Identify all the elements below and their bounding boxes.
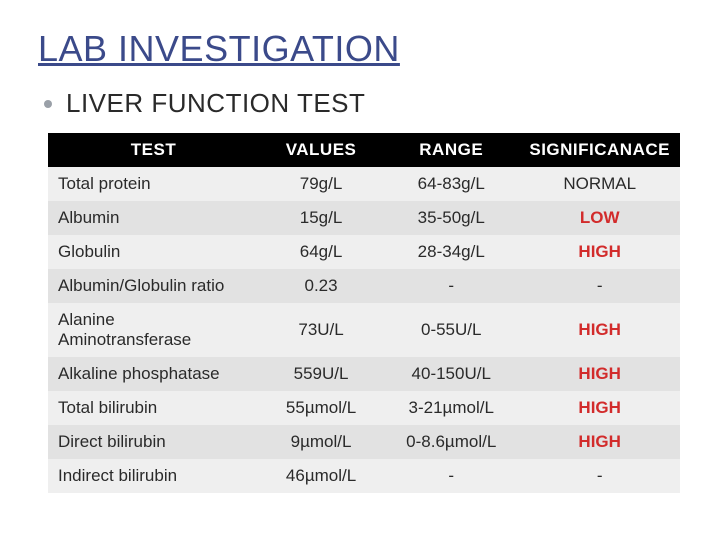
cell-range: 40-150U/L — [383, 357, 519, 391]
cell-value: 9µmol/L — [259, 425, 383, 459]
cell-value: 15g/L — [259, 201, 383, 235]
col-header-values: VALUES — [259, 133, 383, 167]
cell-significance: LOW — [519, 201, 680, 235]
cell-significance: - — [519, 459, 680, 493]
cell-significance: NORMAL — [519, 167, 680, 201]
bullet-icon — [44, 100, 52, 108]
cell-test: Globulin — [48, 235, 259, 269]
subtitle-row: LIVER FUNCTION TEST — [38, 88, 690, 119]
cell-range: 0-8.6µmol/L — [383, 425, 519, 459]
table-row: Globulin64g/L28-34g/LHIGH — [48, 235, 680, 269]
lab-table: TEST VALUES RANGE SIGNIFICANACE Total pr… — [48, 133, 680, 493]
table-row: Direct bilirubin9µmol/L0-8.6µmol/LHIGH — [48, 425, 680, 459]
cell-test: Total bilirubin — [48, 391, 259, 425]
col-header-sig: SIGNIFICANACE — [519, 133, 680, 167]
table-header-row: TEST VALUES RANGE SIGNIFICANACE — [48, 133, 680, 167]
table-row: Total bilirubin55µmol/L3-21µmol/LHIGH — [48, 391, 680, 425]
cell-test: Alanine Aminotransferase — [48, 303, 259, 357]
cell-range: 64-83g/L — [383, 167, 519, 201]
cell-value: 73U/L — [259, 303, 383, 357]
cell-test: Albumin — [48, 201, 259, 235]
table-row: Albumin15g/L35-50g/LLOW — [48, 201, 680, 235]
cell-value: 55µmol/L — [259, 391, 383, 425]
cell-range: 28-34g/L — [383, 235, 519, 269]
cell-test: Total protein — [48, 167, 259, 201]
cell-significance: HIGH — [519, 235, 680, 269]
page-title: LAB INVESTIGATION — [38, 28, 690, 70]
cell-test: Direct bilirubin — [48, 425, 259, 459]
cell-value: 64g/L — [259, 235, 383, 269]
table-row: Total protein79g/L64-83g/LNORMAL — [48, 167, 680, 201]
cell-range: 0-55U/L — [383, 303, 519, 357]
cell-significance: HIGH — [519, 391, 680, 425]
col-header-test: TEST — [48, 133, 259, 167]
cell-significance: HIGH — [519, 303, 680, 357]
cell-range: 3-21µmol/L — [383, 391, 519, 425]
table-row: Albumin/Globulin ratio0.23-- — [48, 269, 680, 303]
col-header-range: RANGE — [383, 133, 519, 167]
table-row: Alkaline phosphatase559U/L40-150U/LHIGH — [48, 357, 680, 391]
cell-test: Indirect bilirubin — [48, 459, 259, 493]
cell-significance: HIGH — [519, 425, 680, 459]
table-row: Alanine Aminotransferase73U/L0-55U/LHIGH — [48, 303, 680, 357]
cell-range: - — [383, 269, 519, 303]
cell-significance: - — [519, 269, 680, 303]
cell-range: - — [383, 459, 519, 493]
cell-value: 46µmol/L — [259, 459, 383, 493]
cell-range: 35-50g/L — [383, 201, 519, 235]
cell-value: 0.23 — [259, 269, 383, 303]
cell-test: Alkaline phosphatase — [48, 357, 259, 391]
cell-significance: HIGH — [519, 357, 680, 391]
subtitle-text: LIVER FUNCTION TEST — [66, 88, 365, 119]
cell-value: 79g/L — [259, 167, 383, 201]
table-row: Indirect bilirubin46µmol/L-- — [48, 459, 680, 493]
cell-value: 559U/L — [259, 357, 383, 391]
table-container: TEST VALUES RANGE SIGNIFICANACE Total pr… — [38, 133, 690, 493]
cell-test: Albumin/Globulin ratio — [48, 269, 259, 303]
